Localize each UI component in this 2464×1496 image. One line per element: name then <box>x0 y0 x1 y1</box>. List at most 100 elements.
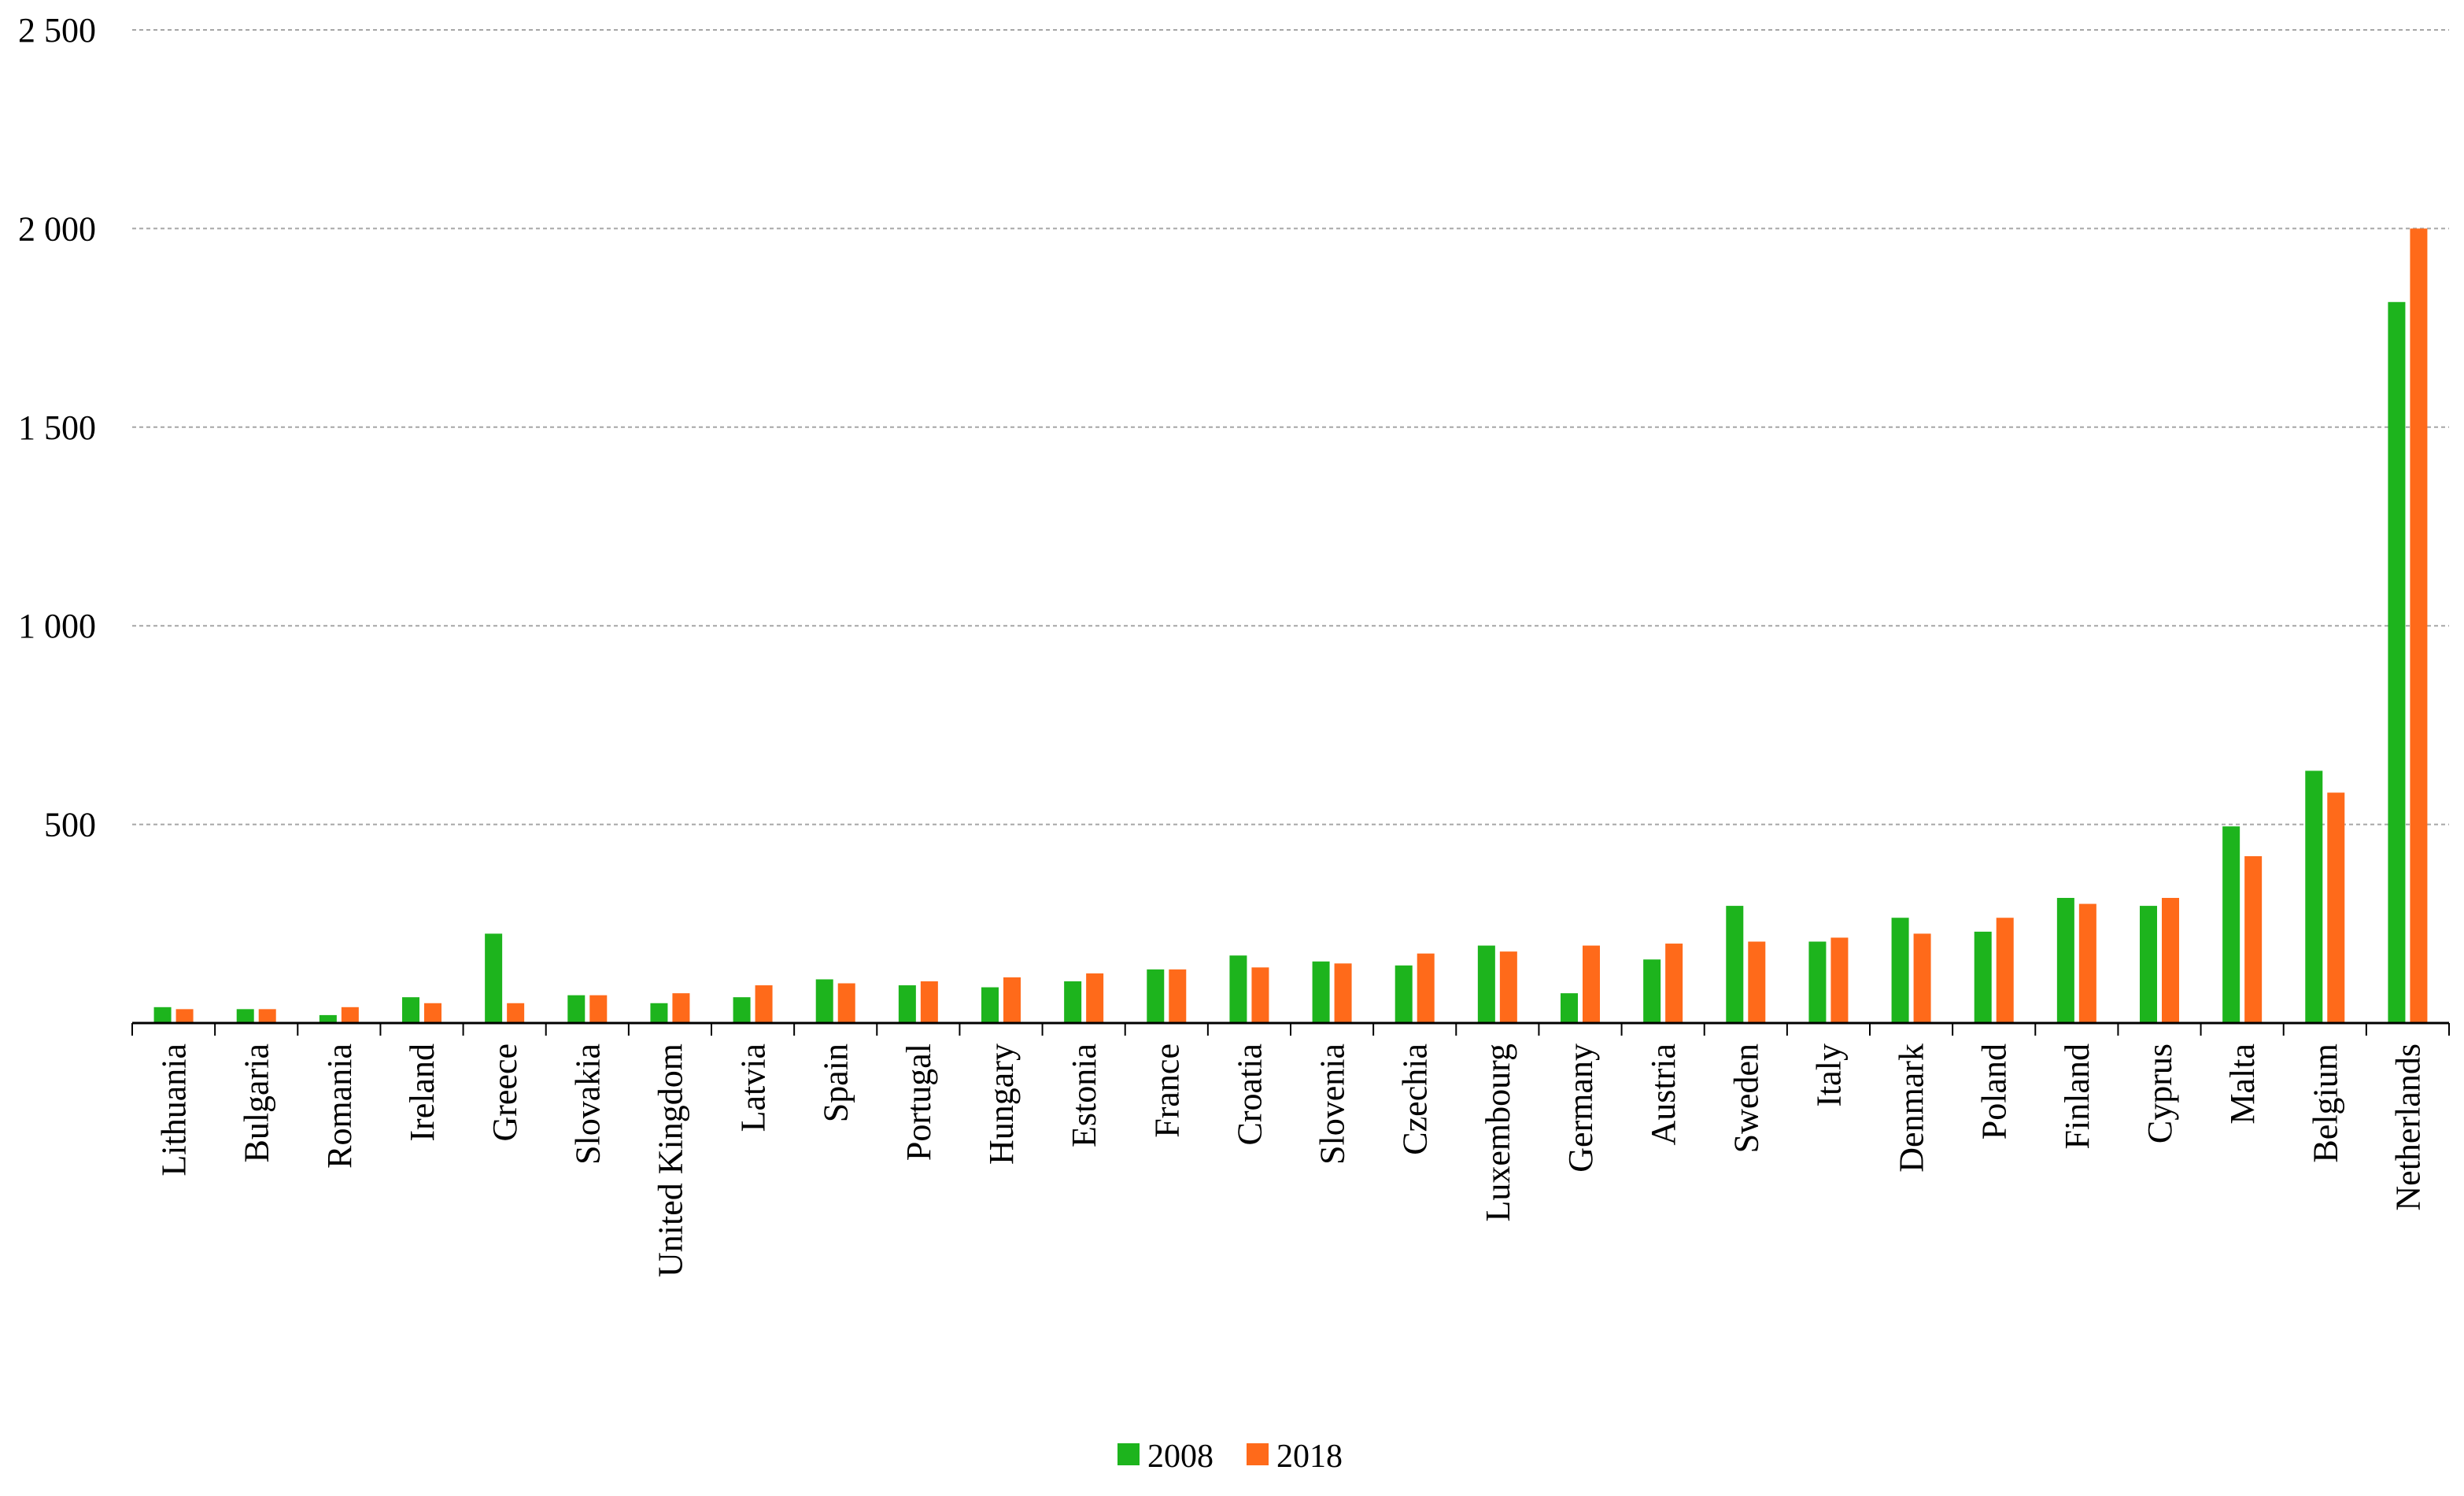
bar-2008-luxembourg <box>1477 945 1495 1023</box>
x-tick-label: Latvia <box>734 1044 773 1132</box>
bar-2008-france <box>1147 969 1165 1023</box>
x-tick-label: Germany <box>1561 1044 1600 1173</box>
x-tick-label: Cyprus <box>2141 1044 2179 1143</box>
x-tick-label: Slovenia <box>1313 1044 1352 1165</box>
bar-2018-united-kingdom <box>672 993 690 1023</box>
bar-2008-sweden <box>1726 906 1744 1023</box>
bar-2018-czechia <box>1417 953 1435 1023</box>
x-tick-label: Portugal <box>900 1044 938 1161</box>
bar-2008-malta <box>2222 826 2241 1023</box>
x-tick-label: Italy <box>1809 1044 1848 1107</box>
bar-2018-ireland <box>424 1003 441 1023</box>
x-axis-labels: Lithuania Bulgaria Romania Ireland Greece Slo… <box>155 1044 2428 1277</box>
x-tick-label: Sweden <box>1727 1044 1765 1153</box>
bar-2018-greece <box>507 1003 525 1023</box>
x-tick-label: Netherlands <box>2388 1044 2427 1211</box>
legend: 2008 2018 <box>1117 1439 1343 1475</box>
bar-2018-hungary <box>1003 977 1021 1023</box>
x-tick-label: Luxembourg <box>1479 1044 1517 1222</box>
legend-swatch <box>1117 1443 1140 1465</box>
bar-2008-latvia <box>733 997 751 1023</box>
bar-2018-slovakia <box>589 995 608 1023</box>
bar-2008-netherlands <box>2388 301 2406 1024</box>
bar-2018-netherlands <box>2410 228 2428 1023</box>
bar-2018-austria <box>1665 944 1683 1023</box>
bar-2008-finland <box>2056 897 2074 1023</box>
x-tick-label: United Kingdom <box>651 1044 689 1277</box>
x-tick-label: Malta <box>2223 1044 2262 1125</box>
x-tick-label: Slovakia <box>568 1044 607 1165</box>
x-tick-label: Denmark <box>1893 1044 1931 1173</box>
bar-2008-croatia <box>1229 955 1247 1023</box>
bar-2018-slovenia <box>1334 963 1352 1023</box>
bar-2008-belgium <box>2305 770 2323 1023</box>
x-tick-label: Spain <box>817 1044 855 1122</box>
bar-2008-spain <box>815 979 833 1023</box>
bar-2018-italy <box>1830 937 1849 1023</box>
legend-label: 2008 <box>1147 1439 1214 1475</box>
bar-2008-poland <box>1974 931 1992 1023</box>
bar-2018-romania <box>341 1007 359 1023</box>
bar-2018-finland <box>2078 903 2096 1023</box>
bar-2008-estonia <box>1064 981 1082 1023</box>
bar-2008-united-kingdom <box>650 1003 668 1023</box>
bar-2018-croatia <box>1251 967 1269 1023</box>
bar-2008-denmark <box>1891 918 1909 1023</box>
x-tick-label: Poland <box>1975 1044 2014 1140</box>
bar-2018-denmark <box>1913 933 1931 1023</box>
bar-2018-cyprus <box>2162 897 2179 1023</box>
bar-2018-belgium <box>2327 792 2345 1023</box>
x-tick-label: Bulgaria <box>238 1044 276 1163</box>
y-tick-label: 2 000 <box>18 209 96 248</box>
gridlines <box>132 29 2449 826</box>
bar-2008-cyprus <box>2140 906 2157 1023</box>
bar-2018-lithuania <box>175 1009 194 1023</box>
bar-2018-france <box>1169 969 1187 1023</box>
bar-2018-latvia <box>755 985 773 1023</box>
bar-2008-slovakia <box>567 995 586 1023</box>
bars <box>153 228 2428 1024</box>
bar-2008-romania <box>319 1014 337 1023</box>
bar-2008-bulgaria <box>236 1009 254 1023</box>
bar-2008-lithuania <box>153 1007 172 1023</box>
legend-swatch <box>1247 1443 1269 1465</box>
x-tick-label: Finland <box>2058 1044 2096 1149</box>
x-tick-label: Czechia <box>1396 1044 1435 1155</box>
bar-2008-slovenia <box>1312 961 1330 1023</box>
bar-2018-poland <box>1996 918 2014 1023</box>
bar-2018-bulgaria <box>258 1009 276 1023</box>
bar-2008-germany <box>1561 993 1578 1023</box>
bar-2008-czechia <box>1395 965 1413 1023</box>
x-tick-label: Croatia <box>1230 1044 1269 1146</box>
bar-2018-germany <box>1583 945 1600 1023</box>
bar-2018-spain <box>837 983 855 1023</box>
x-tick-label: Belgium <box>2306 1044 2344 1163</box>
x-tick-label: Hungary <box>982 1044 1021 1165</box>
x-tick-label: Greece <box>486 1044 524 1142</box>
bar-2008-hungary <box>981 987 999 1023</box>
bar-2018-estonia <box>1086 973 1104 1023</box>
bar-2008-italy <box>1808 941 1827 1023</box>
y-tick-label: 1 500 <box>18 408 96 447</box>
y-tick-label: 2 500 <box>18 11 96 50</box>
y-tick-label: 1 000 <box>18 607 96 645</box>
x-tick-label: Lithuania <box>155 1044 194 1176</box>
bar-2018-malta <box>2244 855 2263 1023</box>
bar-2018-luxembourg <box>1499 951 1517 1023</box>
x-tick-label: Austria <box>1644 1044 1683 1146</box>
bar-2008-ireland <box>402 997 419 1023</box>
bar-2008-greece <box>485 933 503 1023</box>
x-axis <box>131 1021 2450 1036</box>
bar-2008-austria <box>1643 959 1661 1023</box>
bar-2008-portugal <box>898 985 916 1023</box>
y-tick-label: 500 <box>44 806 96 844</box>
legend-label: 2018 <box>1276 1439 1343 1475</box>
bar-2018-sweden <box>1748 941 1766 1023</box>
y-axis-ticks: 500 1 000 1 500 2 000 2 500 <box>18 11 96 844</box>
x-tick-label: France <box>1147 1044 1186 1138</box>
x-tick-label: Ireland <box>403 1044 441 1142</box>
x-tick-label: Estonia <box>1065 1044 1103 1147</box>
x-tick-label: Romania <box>320 1044 359 1169</box>
